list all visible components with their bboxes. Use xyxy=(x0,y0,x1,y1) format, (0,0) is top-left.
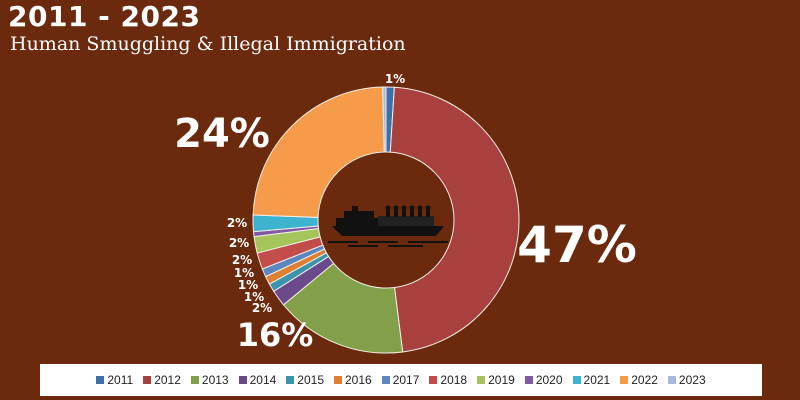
legend-item-2021: 2021 xyxy=(572,373,611,387)
donut-chart: 1%47%16%2%1%1%1%2%2%2%24% xyxy=(174,72,637,354)
slice-2023 xyxy=(382,86,387,153)
legend-label: 2023 xyxy=(678,373,706,387)
legend-swatch xyxy=(620,376,629,384)
legend-swatch xyxy=(143,376,152,384)
legend-label: 2019 xyxy=(488,373,515,387)
slice-label-2011: 1% xyxy=(385,72,405,86)
legend-swatch xyxy=(572,376,581,384)
slice-label-2021: 2% xyxy=(227,216,247,230)
legend-item-2019: 2019 xyxy=(477,373,515,387)
slice-labels: 1%47%16%2%1%1%1%2%2%2%24% xyxy=(174,72,637,354)
legend-label: 2012 xyxy=(154,373,181,387)
legend-label: 2017 xyxy=(392,373,420,387)
slice-label-2014: 2% xyxy=(252,301,272,315)
legend-label: 2022 xyxy=(631,373,658,387)
legend-swatch xyxy=(477,376,486,384)
legend-label: 2018 xyxy=(440,373,468,387)
legend-swatch xyxy=(381,376,390,384)
legend-label: 2016 xyxy=(345,373,372,387)
legend-swatch xyxy=(524,376,533,384)
legend-item-2012: 2012 xyxy=(143,373,181,387)
legend-item-2017: 2017 xyxy=(381,373,420,387)
slice-label-2019: 2% xyxy=(229,236,249,250)
legend-item-2013: 2013 xyxy=(190,373,229,387)
slice-label-2013: 16% xyxy=(237,316,314,354)
legend-swatch xyxy=(286,376,295,384)
legend-item-2023: 2023 xyxy=(667,373,706,387)
slice-label-2022: 24% xyxy=(174,111,270,157)
legend-item-2014: 2014 xyxy=(238,373,277,387)
legend-item-2018: 2018 xyxy=(429,373,467,387)
chart-subtitle: Human Smuggling & Illegal Immigration xyxy=(10,33,406,55)
slices xyxy=(252,86,520,354)
legend-swatch xyxy=(334,376,342,384)
slice-label-2018: 2% xyxy=(232,253,252,267)
slice-label-2017: 1% xyxy=(234,266,254,280)
legend-label: 2013 xyxy=(201,373,229,387)
slice-2012 xyxy=(389,86,520,353)
chart-title: 2011 - 2023 xyxy=(8,0,201,33)
legend-label: 2014 xyxy=(249,373,277,387)
slice-label-2016: 1% xyxy=(238,278,258,292)
legend-swatch xyxy=(190,376,199,384)
legend-item-2016: 2016 xyxy=(334,373,372,387)
legend-item-2015: 2015 xyxy=(286,373,324,387)
legend-swatch xyxy=(96,376,105,384)
legend-swatch xyxy=(667,376,676,384)
legend-item-2022: 2022 xyxy=(620,373,658,387)
slice-2022 xyxy=(252,86,385,218)
legend-swatch xyxy=(238,376,247,384)
legend-label: 2015 xyxy=(297,373,324,387)
legend-label: 2021 xyxy=(583,373,611,387)
legend-label: 2020 xyxy=(535,373,563,387)
slice-label-2012: 47% xyxy=(517,216,637,274)
legend: 2011 2012 2013 2014 2015 2016 2017 2018 2019 2020… xyxy=(40,364,762,396)
legend-label: 2011 xyxy=(107,373,134,387)
legend-swatch xyxy=(429,376,438,384)
legend-item-2011: 2011 xyxy=(96,373,133,387)
boat-icon xyxy=(328,205,448,247)
legend-item-2020: 2020 xyxy=(524,373,563,387)
slice-label-2015: 1% xyxy=(244,290,264,304)
